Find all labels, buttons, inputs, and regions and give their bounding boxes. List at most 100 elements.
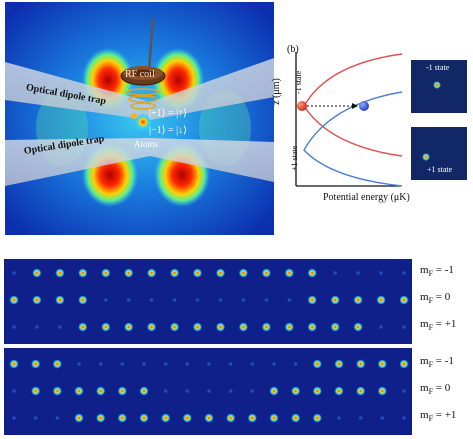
mf-label-bottom-minus1: mF = -1 bbox=[420, 355, 454, 370]
bottom-mf-0-atom-cloud bbox=[31, 386, 41, 396]
absorption-dots-bottom bbox=[9, 359, 409, 423]
top-mf-0-atom-cloud bbox=[376, 295, 386, 305]
top-mf-plus1-atom-cloud bbox=[379, 325, 383, 329]
bottom-mf-minus1-atom-cloud bbox=[272, 362, 276, 366]
z-axis-label: z (μm) bbox=[270, 78, 282, 105]
bottom-mf-minus1-atom-cloud bbox=[250, 362, 255, 366]
top-mf-plus1-atom-cloud bbox=[261, 322, 271, 332]
dipole-trap-beam-lower-right bbox=[150, 138, 274, 182]
top-mf-0-atom-cloud bbox=[307, 295, 317, 305]
absorption-dots-top bbox=[9, 268, 409, 332]
bottom-mf-minus1-atom-cloud bbox=[142, 362, 146, 366]
bottom-mf-0-atom-cloud bbox=[291, 386, 301, 396]
inset-minus1-atom bbox=[433, 81, 441, 89]
top-mf-0-atom-cloud bbox=[172, 298, 177, 302]
top-mf-0-atom-cloud bbox=[55, 295, 65, 305]
rf-coil-icon bbox=[120, 66, 166, 86]
top-mf-minus1-atom-cloud bbox=[356, 271, 360, 275]
top-mf-0-atom-cloud bbox=[195, 298, 200, 302]
top-mf-plus1-atom-cloud bbox=[78, 322, 88, 332]
top-mf-minus1-atom-cloud bbox=[215, 268, 226, 278]
panel-b-plot bbox=[295, 52, 467, 187]
top-mf-minus1-atom-cloud bbox=[333, 271, 338, 275]
mf-label-top-minus1: mF = -1 bbox=[420, 264, 454, 279]
bottom-mf-plus1-atom-cloud bbox=[139, 413, 149, 423]
state-up-label: |+1⟩ = |↑⟩ bbox=[149, 108, 188, 119]
bottom-mf-plus1-atom-cloud bbox=[358, 416, 363, 420]
bottom-mf-plus1-atom-cloud bbox=[204, 413, 214, 423]
top-mf-minus1-atom-cloud bbox=[32, 268, 42, 278]
inset-plus1-label: +1 state bbox=[427, 165, 453, 174]
bottom-mf-plus1-atom-cloud bbox=[402, 416, 406, 420]
top-mf-minus1-atom-cloud bbox=[261, 268, 271, 278]
top-mf-0-atom-cloud bbox=[149, 298, 154, 302]
bottom-mf-0-atom-cloud bbox=[185, 389, 190, 393]
bottom-mf-minus1-atom-cloud bbox=[207, 362, 211, 366]
bottom-mf-0-atom-cloud bbox=[96, 386, 106, 396]
bottom-mf-minus1-atom-cloud bbox=[163, 362, 168, 366]
top-mf-0-atom-cloud bbox=[241, 298, 246, 302]
rf-coil-lead bbox=[147, 17, 155, 71]
top-mf-0-atom-cloud bbox=[330, 295, 340, 305]
inset-minus1-label: -1 state bbox=[426, 63, 450, 72]
top-mf-minus1-atom-cloud bbox=[147, 268, 157, 278]
atom-minus1-marker bbox=[297, 101, 307, 111]
top-mf-minus1-atom-cloud bbox=[307, 268, 317, 278]
bottom-mf-0-atom-cloud bbox=[207, 389, 211, 393]
bottom-mf-0-atom-cloud bbox=[312, 386, 322, 396]
top-mf-plus1-atom-cloud bbox=[124, 322, 134, 332]
bottom-mf-plus1-atom-cloud bbox=[33, 416, 38, 420]
rf-coil-label: RF coil bbox=[125, 69, 155, 80]
top-mf-plus1-atom-cloud bbox=[284, 322, 294, 332]
bottom-mf-minus1-atom-cloud bbox=[52, 359, 62, 369]
top-mf-minus1-atom-cloud bbox=[55, 268, 65, 278]
bottom-mf-plus1-atom-cloud bbox=[12, 416, 16, 420]
top-mf-minus1-atom-cloud bbox=[78, 268, 88, 278]
bottom-mf-0-atom-cloud bbox=[356, 386, 366, 396]
bottom-mf-0-atom-cloud bbox=[334, 386, 344, 396]
inset-plus1-image bbox=[411, 127, 467, 180]
minus1-state-axis-label: -1 state bbox=[294, 70, 303, 94]
inset-plus1-atom bbox=[422, 153, 430, 161]
bottom-mf-plus1-atom-cloud bbox=[337, 416, 341, 420]
mf-label-bottom-0: mF = 0 bbox=[420, 382, 451, 397]
top-mf-plus1-atom-cloud bbox=[330, 322, 340, 332]
bottom-mf-plus1-atom-cloud bbox=[269, 413, 279, 423]
top-mf-plus1-atom-cloud bbox=[12, 325, 16, 329]
top-mf-0-atom-cloud bbox=[104, 298, 108, 302]
top-mf-minus1-atom-cloud bbox=[284, 268, 294, 278]
bottom-mf-plus1-atom-cloud bbox=[96, 413, 106, 423]
top-mf-0-atom-cloud bbox=[264, 298, 269, 302]
bottom-mf-plus1-atom-cloud bbox=[291, 413, 301, 423]
bottom-mf-0-atom-cloud bbox=[139, 386, 149, 396]
bottom-mf-minus1-atom-cloud bbox=[9, 359, 19, 369]
bottom-mf-plus1-atom-cloud bbox=[55, 416, 60, 420]
bottom-mf-0-atom-cloud bbox=[74, 386, 84, 396]
bottom-mf-minus1-atom-cloud bbox=[293, 362, 298, 366]
top-mf-0-atom-cloud bbox=[287, 298, 292, 302]
bottom-mf-plus1-atom-cloud bbox=[380, 416, 385, 420]
bottom-mf-minus1-atom-cloud bbox=[31, 359, 41, 369]
bottom-mf-minus1-atom-cloud bbox=[377, 359, 387, 369]
top-mf-0-atom-cloud bbox=[218, 298, 223, 302]
top-mf-plus1-atom-cloud bbox=[58, 325, 62, 329]
bottom-mf-0-atom-cloud bbox=[117, 386, 127, 396]
bottom-mf-0-atom-cloud bbox=[12, 389, 16, 393]
mf-label-top-0: mF = 0 bbox=[420, 291, 451, 306]
top-mf-plus1-atom-cloud bbox=[215, 322, 226, 332]
top-mf-plus1-atom-cloud bbox=[147, 322, 157, 332]
top-mf-0-atom-cloud bbox=[9, 295, 19, 305]
top-mf-0-atom-cloud bbox=[32, 295, 42, 305]
bottom-mf-plus1-atom-cloud bbox=[117, 413, 127, 423]
bottom-mf-plus1-atom-cloud bbox=[74, 413, 84, 423]
bottom-mf-plus1-atom-cloud bbox=[312, 413, 322, 423]
top-mf-minus1-atom-cloud bbox=[124, 268, 134, 278]
top-mf-plus1-atom-cloud bbox=[101, 322, 111, 332]
dipole-trap-beam-lower bbox=[5, 138, 150, 186]
top-mf-plus1-atom-cloud bbox=[402, 325, 406, 329]
bottom-mf-minus1-atom-cloud bbox=[228, 362, 233, 366]
bottom-mf-minus1-atom-cloud bbox=[77, 362, 81, 366]
top-mf-minus1-atom-cloud bbox=[402, 271, 406, 275]
top-mf-plus1-atom-cloud bbox=[307, 322, 317, 332]
bottom-mf-0-atom-cloud bbox=[163, 389, 168, 393]
